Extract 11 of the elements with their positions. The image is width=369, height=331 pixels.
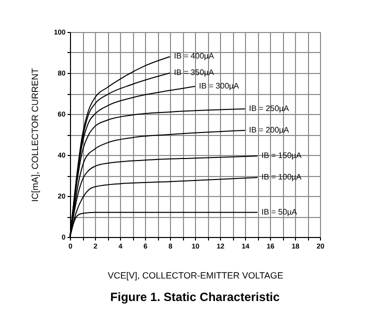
series-label: IB = 50µA (262, 207, 298, 216)
series-label: IB = 100µA (262, 172, 302, 182)
series-label: IB = 150µA (262, 151, 302, 160)
x-axis-title: VCE[V], COLLECTOR-EMITTER VOLTAGE (108, 270, 284, 280)
series-label: IB = 200µA (249, 125, 290, 134)
text: Figure 1. Static Characteristic (110, 290, 280, 304)
series-label: IB = 300µA (199, 81, 240, 90)
y-axis-title: IC[mA], COLLECTOR CURRENT (30, 68, 40, 202)
series-label: IB = 400µA (174, 52, 215, 61)
series-label: IB = 250µA (249, 104, 290, 113)
series-label: IB = 350µA (174, 68, 215, 77)
